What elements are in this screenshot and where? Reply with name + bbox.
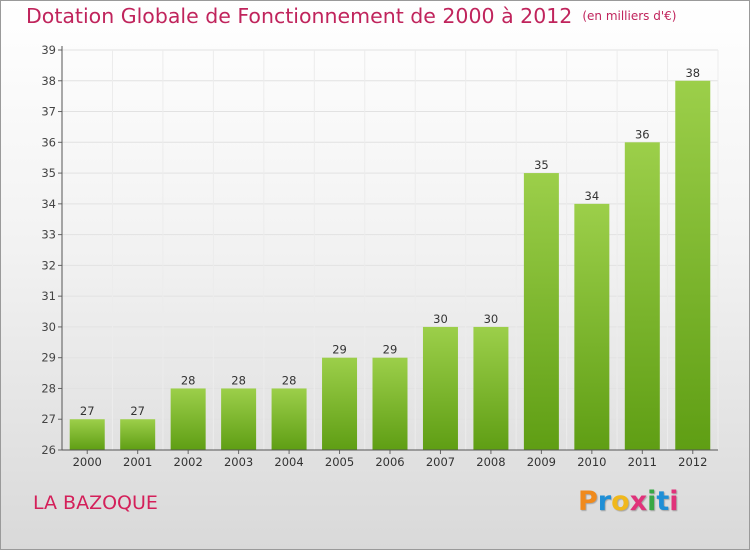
bar[interactable] — [624, 142, 660, 451]
x-tick-label: 2002 — [174, 455, 203, 469]
bar-value-label: 36 — [635, 127, 650, 141]
y-tick-label: 31 — [41, 289, 56, 303]
bar[interactable] — [271, 388, 307, 450]
x-tick-label: 2010 — [577, 455, 606, 469]
x-tick-label: 2009 — [527, 455, 556, 469]
x-tick-label: 2003 — [224, 455, 253, 469]
x-tick-label: 2004 — [274, 455, 303, 469]
logo-letter: r — [597, 486, 612, 517]
x-tick-label: 2005 — [325, 455, 354, 469]
proxiti-logo[interactable]: Proxiti — [578, 486, 679, 517]
y-tick-label: 33 — [41, 228, 56, 242]
bar[interactable] — [170, 388, 206, 450]
bar-value-label: 27 — [80, 404, 95, 418]
bar-value-label: 28 — [282, 373, 297, 387]
axis-layer: 26 27 28 29 30 31 32 33 34 35 36 37 38 39 2000 2001 2002… — [41, 43, 718, 469]
x-tick-label: 2006 — [375, 455, 404, 469]
title-text: Dotation Globale de Fonctionnement de 20… — [26, 4, 573, 28]
x-tick-label: 2012 — [678, 455, 707, 469]
bar-value-label: 28 — [181, 373, 196, 387]
y-tick-label: 28 — [41, 381, 56, 395]
logo-letter: x — [629, 486, 648, 517]
bar-value-label: 30 — [484, 312, 499, 326]
bar-value-label: 38 — [685, 66, 700, 80]
bar[interactable] — [574, 203, 610, 450]
y-tick-label: 39 — [41, 43, 56, 57]
logo-letter: i — [647, 486, 657, 517]
bar[interactable] — [422, 326, 458, 450]
y-tick-label: 27 — [41, 412, 56, 426]
y-tick-label: 32 — [41, 258, 56, 272]
x-tick-label: 2001 — [123, 455, 152, 469]
bar[interactable] — [120, 419, 156, 450]
bar[interactable] — [69, 419, 105, 450]
bar[interactable] — [322, 357, 358, 450]
bar-layer: 27 27 28 28 28 29 29 30 30 35 34 36 38 — [69, 66, 711, 451]
bar[interactable] — [221, 388, 257, 450]
logo-letter: t — [656, 486, 670, 517]
unit-label: (en milliers d'€) — [582, 9, 677, 23]
bar-value-label: 35 — [534, 158, 549, 172]
y-tick-label: 30 — [41, 320, 56, 334]
bar-value-label: 34 — [585, 189, 600, 203]
bar-value-label: 29 — [332, 343, 347, 357]
bar[interactable] — [523, 173, 559, 451]
x-tick-label: 2011 — [628, 455, 657, 469]
x-tick-label: 2000 — [73, 455, 102, 469]
y-tick-label: 38 — [41, 74, 56, 88]
y-tick-label: 37 — [41, 105, 56, 119]
bar[interactable] — [473, 326, 509, 450]
bar-value-label: 30 — [433, 312, 448, 326]
logo-letter: P — [578, 486, 598, 517]
x-tick-label: 2008 — [476, 455, 505, 469]
bar-value-label: 28 — [231, 373, 246, 387]
bar[interactable] — [372, 357, 408, 450]
y-tick-label: 36 — [41, 135, 56, 149]
y-tick-label: 34 — [41, 197, 56, 211]
y-tick-label: 29 — [41, 351, 56, 365]
y-tick-label: 35 — [41, 166, 56, 180]
bar[interactable] — [675, 80, 711, 451]
x-tick-label: 2007 — [426, 455, 455, 469]
city-name: LA BAZOQUE — [33, 492, 158, 514]
bar-value-label: 27 — [130, 404, 145, 418]
y-tick-label: 26 — [41, 443, 56, 457]
chart-title: Dotation Globale de Fonctionnement de 20… — [26, 4, 726, 28]
logo-letter: o — [611, 486, 630, 517]
bar-value-label: 29 — [383, 343, 398, 357]
logo-letter: i — [669, 486, 679, 517]
